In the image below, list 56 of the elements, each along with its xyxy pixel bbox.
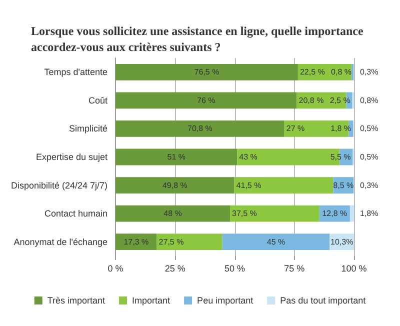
bar (284, 120, 349, 137)
y-tick-label: Anonymat de l'échange (14, 236, 108, 247)
data-label: 0,8 % (331, 68, 352, 77)
data-label: 48 % (164, 209, 182, 218)
data-label: 41,5 % (236, 180, 262, 190)
data-label: 45 % (266, 237, 286, 246)
x-tick-label: 100 % (341, 264, 367, 274)
data-label: 20,8 % (298, 96, 324, 105)
data-label: 0,5% (360, 124, 378, 134)
data-label: 0,3% (360, 68, 378, 77)
data-label: 76 % (197, 96, 216, 105)
x-tick-label: 0 % (108, 264, 124, 274)
data-label: 22,5 % (300, 68, 325, 77)
legend-label: Très important (47, 296, 106, 306)
x-tick-label: 75 % (284, 264, 305, 274)
data-label: 0,3% (360, 180, 378, 190)
bar (116, 120, 284, 137)
legend-label: Pas du tout important (280, 296, 366, 306)
data-label: 49,8 % (162, 180, 188, 190)
data-label: 8,5 % (333, 180, 354, 190)
bar (156, 234, 222, 250)
data-label: 27,5 % (158, 237, 184, 246)
bar (237, 148, 340, 166)
data-label: 43 % (239, 152, 258, 162)
data-label: 17,3 % (124, 237, 149, 246)
bar (116, 205, 230, 222)
bar (116, 234, 157, 250)
bar (116, 64, 298, 80)
data-label: 76,5 % (194, 68, 220, 77)
data-label: 70,8 % (188, 124, 212, 134)
chart-title: Lorsque vous sollicitez une assistance en ligne, quelle importance accordez-vous aux critères suivants ? (31, 24, 366, 54)
x-tick-label: 50 % (224, 264, 246, 274)
y-tick-label: Temps d'attente (44, 67, 108, 78)
data-label: 1,8% (360, 209, 378, 218)
data-label: 27 % (286, 124, 305, 134)
data-label: 12,8 % (322, 209, 348, 218)
y-tick-label: Coût (88, 95, 108, 106)
data-label: 0,8% (360, 96, 378, 105)
bar (222, 234, 330, 250)
data-label: 37,5 % (232, 209, 257, 218)
bar (116, 92, 297, 109)
y-tick-label: Simplicité (69, 124, 108, 134)
data-label: 10,3% (330, 237, 354, 246)
y-tick-label: Disponibilité (24/24 7j/7) (10, 180, 108, 190)
y-tick-label: Contact humain (44, 208, 108, 219)
data-label: 51 % (167, 152, 186, 162)
bar (234, 177, 334, 194)
x-tick-label: 25 % (164, 264, 186, 274)
data-label: 0,5% (360, 152, 378, 162)
bar (116, 148, 238, 166)
y-tick-label: Expertise du sujet (36, 152, 108, 162)
legend-label: Important (132, 296, 171, 306)
legend-label: Peu important (197, 296, 254, 306)
bar (350, 205, 354, 222)
bar (116, 177, 234, 194)
bar (230, 205, 320, 222)
